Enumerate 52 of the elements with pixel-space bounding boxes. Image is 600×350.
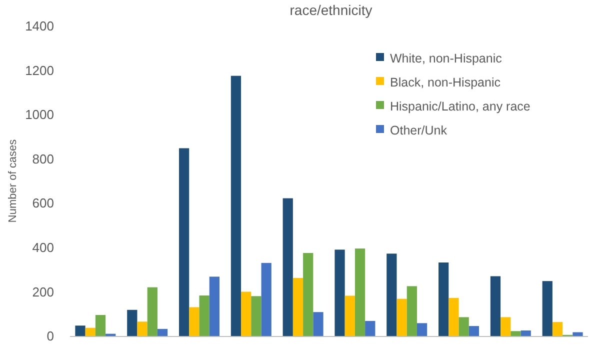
bar: [147, 287, 158, 336]
bar: [396, 298, 407, 336]
bar: [438, 262, 449, 336]
bar: [157, 328, 168, 336]
bar: [261, 262, 272, 336]
bar: [365, 320, 376, 336]
y-tick-label: 400: [32, 240, 54, 255]
bar: [251, 296, 262, 336]
bar: [209, 276, 220, 336]
bar: [313, 312, 324, 336]
y-tick-label: 1200: [25, 62, 54, 78]
bar: [137, 322, 148, 336]
bar: [230, 76, 242, 336]
bar: [334, 250, 345, 336]
bar: [520, 330, 531, 336]
bar: [292, 278, 304, 336]
bar: [490, 276, 501, 336]
legend-label: Other/Unk: [390, 123, 448, 138]
bar: [354, 248, 366, 336]
chart-title: race/ethnicity: [290, 2, 372, 18]
y-tick-label: 800: [32, 151, 54, 166]
legend-label: Black, non-Hispanic: [390, 75, 500, 90]
bar: [572, 332, 583, 336]
y-tick-label: 200: [32, 284, 54, 300]
legend-label: Hispanic/Latino, any race: [390, 99, 530, 114]
bar: [510, 331, 521, 336]
y-axis-title: Number of cases: [7, 138, 19, 223]
bar: [458, 317, 469, 336]
bar: [406, 286, 417, 336]
bar: [344, 296, 355, 336]
bar: [189, 307, 200, 336]
bar: [303, 252, 314, 336]
bar: [179, 148, 190, 336]
bar: [542, 281, 552, 336]
y-tick-label: 0: [46, 328, 54, 344]
bar: [199, 295, 210, 336]
bar: [552, 322, 563, 336]
bar: [386, 254, 397, 336]
y-tick-label: 1000: [25, 107, 54, 122]
bar: [241, 292, 252, 336]
bar: [85, 328, 96, 336]
bar: [468, 326, 479, 336]
bar: [500, 317, 511, 336]
bar: [95, 314, 106, 336]
y-tick-label: 600: [32, 196, 54, 211]
y-tick-label: 1400: [25, 18, 54, 34]
bar: [75, 326, 86, 336]
legend-label: White, non-Hispanic: [390, 51, 502, 66]
bar: [416, 323, 428, 336]
bar: [448, 298, 459, 336]
bar: [127, 310, 138, 336]
bar: [282, 198, 293, 336]
